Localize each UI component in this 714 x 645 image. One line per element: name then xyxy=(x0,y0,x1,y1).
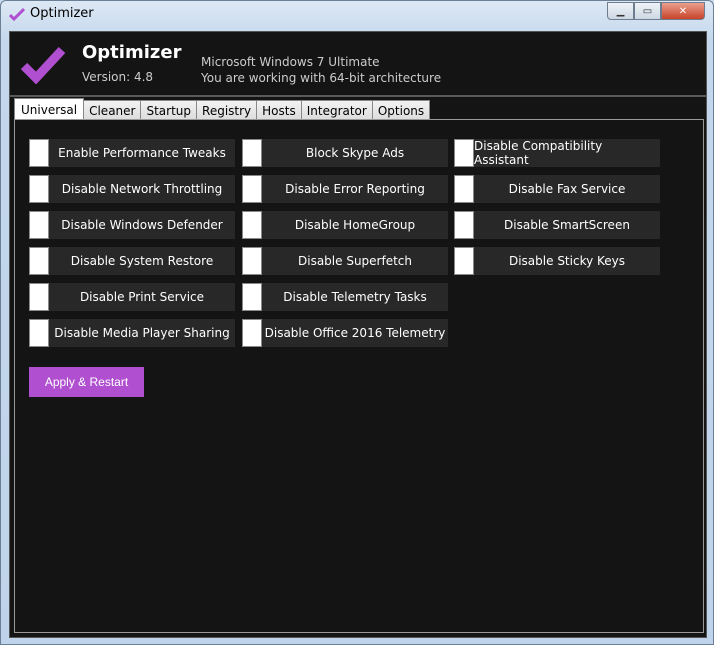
tab-options[interactable]: Options xyxy=(371,100,431,120)
option-toggle[interactable]: Disable System Restore xyxy=(29,247,235,275)
tab-registry[interactable]: Registry xyxy=(196,100,258,120)
tab-integrator[interactable]: Integrator xyxy=(300,100,373,120)
divider xyxy=(10,95,706,97)
option-toggle[interactable]: Disable Print Service xyxy=(29,283,235,311)
toggle-checkbox[interactable] xyxy=(242,211,262,239)
option-label[interactable]: Disable Compatibility Assistant xyxy=(474,139,660,167)
option-toggle[interactable]: Disable Error Reporting xyxy=(242,175,448,203)
option-toggle[interactable]: Disable Sticky Keys xyxy=(454,247,660,275)
window-title: Optimizer xyxy=(30,6,94,21)
option-toggle[interactable]: Enable Performance Tweaks xyxy=(29,139,235,167)
toggle-checkbox[interactable] xyxy=(29,139,49,167)
tab-hosts[interactable]: Hosts xyxy=(256,100,302,120)
option-label[interactable]: Disable Network Throttling xyxy=(49,175,235,203)
toggle-checkbox[interactable] xyxy=(29,247,49,275)
title-bar: Optimizer xyxy=(9,6,94,21)
option-toggle[interactable]: Disable SmartScreen xyxy=(454,211,660,239)
option-toggle[interactable]: Disable Compatibility Assistant xyxy=(454,139,660,167)
option-label[interactable]: Disable Print Service xyxy=(49,283,235,311)
maximize-button[interactable]: ▭ xyxy=(634,2,661,20)
option-label[interactable]: Disable Sticky Keys xyxy=(474,247,660,275)
tab-bar: Universal Cleaner Startup Registry Hosts Inte… xyxy=(14,98,431,120)
option-toggle[interactable]: Disable HomeGroup xyxy=(242,211,448,239)
option-label[interactable]: Disable Error Reporting xyxy=(262,175,448,203)
client-area: Optimizer Version: 4.8 Microsoft Windows… xyxy=(9,31,707,638)
tab-cleaner[interactable]: Cleaner xyxy=(83,100,142,120)
toggle-checkbox[interactable] xyxy=(454,247,474,275)
tab-universal[interactable]: Universal xyxy=(14,98,85,120)
app-check-icon xyxy=(9,7,25,21)
option-label[interactable]: Disable System Restore xyxy=(49,247,235,275)
option-label[interactable]: Disable Fax Service xyxy=(474,175,660,203)
toggle-checkbox[interactable] xyxy=(242,247,262,275)
option-toggle[interactable]: Disable Media Player Sharing xyxy=(29,319,235,347)
option-label[interactable]: Disable SmartScreen xyxy=(474,211,660,239)
option-label[interactable]: Disable Telemetry Tasks xyxy=(262,283,448,311)
toggle-checkbox[interactable] xyxy=(29,211,49,239)
option-toggle[interactable]: Disable Superfetch xyxy=(242,247,448,275)
system-info: Microsoft Windows 7 Ultimate You are wor… xyxy=(201,54,441,86)
toggle-checkbox[interactable] xyxy=(454,175,474,203)
toggle-checkbox[interactable] xyxy=(29,319,49,347)
toggle-checkbox[interactable] xyxy=(454,139,474,167)
option-toggle[interactable]: Disable Windows Defender xyxy=(29,211,235,239)
option-toggle[interactable]: Disable Office 2016 Telemetry xyxy=(242,319,448,347)
option-label[interactable]: Disable Superfetch xyxy=(262,247,448,275)
option-label[interactable]: Disable Media Player Sharing xyxy=(49,319,235,347)
minimize-button[interactable]: ▁ xyxy=(607,2,634,20)
toggle-checkbox[interactable] xyxy=(242,319,262,347)
logo-check-icon xyxy=(20,46,66,84)
close-button[interactable]: ✕ xyxy=(661,2,705,20)
arch-label: You are working with 64-bit architecture xyxy=(201,71,442,85)
option-toggle[interactable]: Block Skype Ads xyxy=(242,139,448,167)
toggle-checkbox[interactable] xyxy=(29,283,49,311)
option-label[interactable]: Block Skype Ads xyxy=(262,139,448,167)
option-label[interactable]: Disable HomeGroup xyxy=(262,211,448,239)
option-toggle[interactable]: Disable Fax Service xyxy=(454,175,660,203)
option-label[interactable]: Disable Windows Defender xyxy=(49,211,235,239)
toggle-checkbox[interactable] xyxy=(29,175,49,203)
app-name: Optimizer xyxy=(82,42,182,63)
toggle-checkbox[interactable] xyxy=(242,175,262,203)
os-label: Microsoft Windows 7 Ultimate xyxy=(201,55,380,69)
tab-page-universal: Apply & Restart Enable Performance Tweak… xyxy=(14,119,704,633)
option-toggle[interactable]: Disable Telemetry Tasks xyxy=(242,283,448,311)
option-toggle[interactable]: Disable Network Throttling xyxy=(29,175,235,203)
option-label[interactable]: Enable Performance Tweaks xyxy=(49,139,235,167)
apply-restart-button[interactable]: Apply & Restart xyxy=(29,367,144,397)
toggle-checkbox[interactable] xyxy=(242,283,262,311)
tab-startup[interactable]: Startup xyxy=(140,100,198,120)
version-label: Version: 4.8 xyxy=(82,70,154,84)
option-label[interactable]: Disable Office 2016 Telemetry xyxy=(262,319,448,347)
toggle-checkbox[interactable] xyxy=(454,211,474,239)
toggle-checkbox[interactable] xyxy=(242,139,262,167)
